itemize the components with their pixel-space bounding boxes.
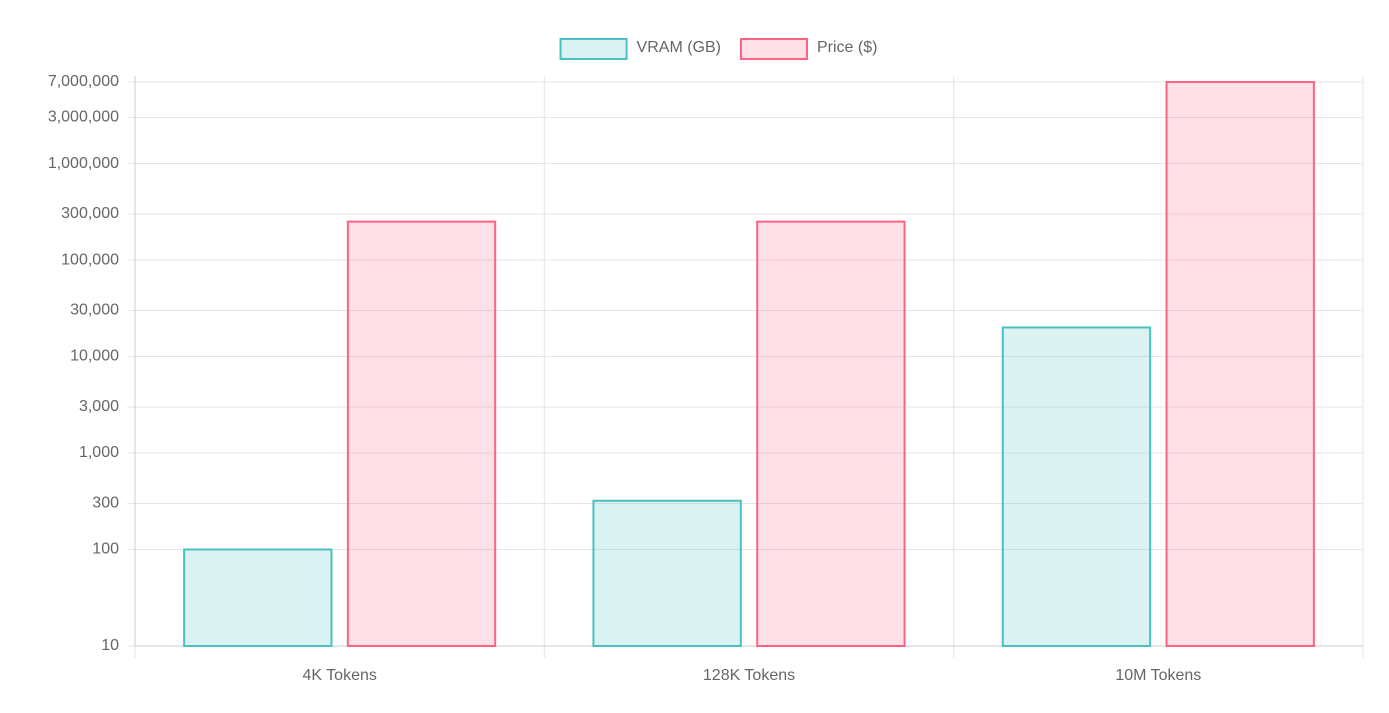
y-tick-label: 300 [92, 495, 119, 512]
legend-label: VRAM (GB) [637, 39, 721, 56]
x-tick-label: 10M Tokens [1115, 667, 1201, 684]
bar [756, 220, 906, 647]
x-tick-label: 128K Tokens [703, 667, 795, 684]
y-tick-label: 3,000,000 [48, 109, 119, 126]
bar [592, 499, 742, 648]
y-tick-label: 300,000 [61, 205, 119, 222]
y-tick-label: 100,000 [61, 251, 119, 268]
legend-label: Price ($) [817, 39, 877, 56]
y-tick-label: 3,000 [79, 398, 119, 415]
y-tick-label: 1,000 [79, 444, 119, 461]
bar [183, 548, 333, 648]
legend-swatch[interactable] [740, 38, 808, 60]
y-tick-label: 100 [92, 541, 119, 558]
y-tick-label: 10,000 [70, 348, 119, 365]
bar [346, 220, 497, 647]
y-tick-label: 10 [101, 637, 119, 654]
y-tick-label: 1,000,000 [48, 155, 119, 172]
bar [1001, 326, 1152, 647]
x-tick-label: 4K Tokens [302, 667, 376, 684]
y-tick-label: 7,000,000 [48, 73, 119, 90]
y-tick-label: 30,000 [70, 302, 119, 319]
bar [1165, 81, 1315, 647]
legend-swatch[interactable] [559, 38, 628, 60]
